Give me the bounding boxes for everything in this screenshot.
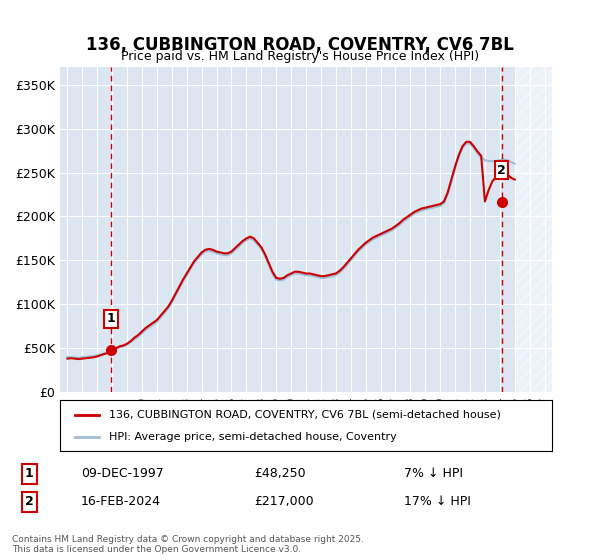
Text: £217,000: £217,000 [254,496,314,508]
Text: 136, CUBBINGTON ROAD, COVENTRY, CV6 7BL: 136, CUBBINGTON ROAD, COVENTRY, CV6 7BL [86,36,514,54]
Text: 2: 2 [497,164,506,177]
Text: 16-FEB-2024: 16-FEB-2024 [81,496,161,508]
Text: 7% ↓ HPI: 7% ↓ HPI [404,468,463,480]
Text: HPI: Average price, semi-detached house, Coventry: HPI: Average price, semi-detached house,… [109,432,397,442]
Text: 136, CUBBINGTON ROAD, COVENTRY, CV6 7BL (semi-detached house): 136, CUBBINGTON ROAD, COVENTRY, CV6 7BL … [109,409,501,419]
Text: 1: 1 [25,468,34,480]
Text: Price paid vs. HM Land Registry's House Price Index (HPI): Price paid vs. HM Land Registry's House … [121,50,479,63]
Bar [515,67,552,392]
Text: 1: 1 [107,312,115,325]
Text: £48,250: £48,250 [254,468,305,480]
Text: 09-DEC-1997: 09-DEC-1997 [81,468,164,480]
Text: 2: 2 [25,496,34,508]
Text: 17% ↓ HPI: 17% ↓ HPI [404,496,470,508]
Text: Contains HM Land Registry data © Crown copyright and database right 2025.
This d: Contains HM Land Registry data © Crown c… [12,535,364,554]
